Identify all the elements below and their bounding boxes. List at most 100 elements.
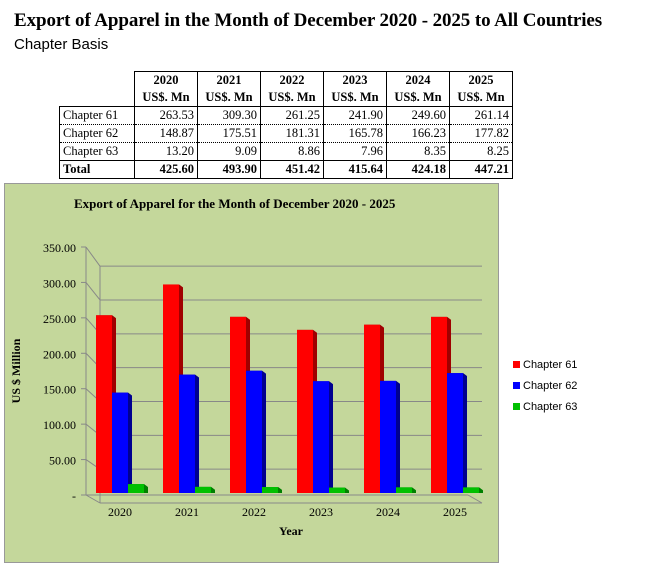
y-tick-label: 100.00 — [43, 418, 76, 432]
export-table: 2020 2021 2022 2023 2024 2025 US$. Mn US$. Mn U… — [59, 71, 513, 179]
gridline-depth — [85, 494, 101, 504]
legend-label: Chapter 63 — [523, 401, 577, 413]
y-tick-label: - — [72, 489, 76, 503]
bar-chapter-63 — [128, 484, 144, 493]
x-axis-label: Year — [279, 524, 304, 538]
gridline-depth — [85, 246, 101, 267]
bar-chapter-63 — [329, 487, 345, 493]
value-cell: 8.35 — [386, 142, 450, 161]
bar-chapter-63 — [262, 487, 278, 493]
bar-chapter-62 — [246, 370, 262, 493]
x-tick-label: 2025 — [443, 505, 467, 519]
x-tick-label: 2020 — [108, 505, 132, 519]
value-cell: 415.64 — [323, 160, 387, 179]
value-cell: 493.90 — [197, 160, 261, 179]
bar-chart: Export of Apparel for the Month of Decem… — [4, 183, 577, 563]
value-cell: 425.60 — [134, 160, 198, 179]
value-cell: 309.30 — [197, 106, 261, 125]
table-row: Chapter 61 263.53 309.30 261.25 241.90 249.60… — [59, 106, 513, 125]
legend-label: Chapter 62 — [523, 380, 577, 392]
bar-side — [195, 374, 199, 493]
corner-cell — [60, 72, 135, 90]
y-tick-label: 350.00 — [43, 241, 76, 255]
table-row: Chapter 62 148.87 175.51 181.31 165.78 166.23… — [59, 124, 513, 143]
table-row: Chapter 63 13.20 9.09 8.86 7.96 8.35 8.25 — [59, 142, 513, 161]
year-header: 2025 — [449, 71, 513, 89]
bar-chapter-63 — [195, 486, 211, 493]
year-header: 2023 — [323, 71, 387, 89]
bar-side — [396, 380, 400, 493]
bar-chapter-61 — [431, 316, 447, 493]
bar-chapter-61 — [297, 329, 313, 493]
value-cell: 9.09 — [197, 142, 261, 161]
value-cell: 177.82 — [449, 124, 513, 143]
bar-chapter-62 — [380, 380, 396, 493]
unit-header: US$. Mn — [323, 89, 387, 107]
unit-header: US$. Mn — [260, 89, 324, 107]
y-tick-label: 200.00 — [43, 347, 76, 361]
value-cell: 148.87 — [134, 124, 198, 143]
legend-swatch — [513, 403, 520, 410]
bar-chapter-62 — [112, 392, 128, 493]
value-cell: 249.60 — [386, 106, 450, 125]
x-axis-depth — [467, 494, 483, 504]
y-tick-label: 250.00 — [43, 312, 76, 326]
value-cell: 7.96 — [323, 142, 387, 161]
year-header: 2021 — [197, 71, 261, 89]
document-subtitle: Chapter Basis — [14, 36, 109, 53]
value-cell: 181.31 — [260, 124, 324, 143]
y-tick-label: 300.00 — [43, 276, 76, 290]
unit-header: US$. Mn — [449, 89, 513, 107]
bar-chapter-62 — [447, 373, 463, 493]
value-cell: 13.20 — [134, 142, 198, 161]
year-header: 2022 — [260, 71, 324, 89]
table-row: Total 425.60 493.90 451.42 415.64 424.18 447.2… — [59, 160, 513, 179]
row-label: Chapter 62 — [59, 124, 135, 143]
unit-header: US$. Mn — [197, 89, 261, 107]
row-label: Total — [59, 160, 135, 179]
row-label: Chapter 61 — [59, 106, 135, 125]
bar-chapter-62 — [179, 374, 195, 493]
chart-title: Export of Apparel for the Month of Decem… — [74, 196, 396, 211]
x-tick-label: 2021 — [175, 505, 199, 519]
x-tick-label: 2023 — [309, 505, 333, 519]
y-tick-label: 150.00 — [43, 383, 76, 397]
value-cell: 451.42 — [260, 160, 324, 179]
bar-side — [128, 392, 132, 493]
value-cell: 8.25 — [449, 142, 513, 161]
value-cell: 263.53 — [134, 106, 198, 125]
bar-chapter-61 — [96, 315, 112, 493]
x-tick-label: 2024 — [376, 505, 400, 519]
corner-cell — [60, 89, 135, 107]
value-cell: 261.14 — [449, 106, 513, 125]
year-header: 2020 — [134, 71, 198, 89]
y-axis-label: US $ Million — [9, 338, 23, 403]
gridline-depth — [85, 282, 101, 301]
value-cell: 165.78 — [323, 124, 387, 143]
bar-side — [463, 373, 467, 493]
value-cell: 447.21 — [449, 160, 513, 179]
bar-chapter-61 — [364, 324, 380, 493]
bar-chapter-61 — [230, 316, 246, 493]
value-cell: 261.25 — [260, 106, 324, 125]
legend-swatch — [513, 382, 520, 389]
bar-side — [262, 370, 266, 493]
bar-chapter-63 — [463, 487, 479, 493]
x-tick-label: 2022 — [242, 505, 266, 519]
bar-chapter-61 — [163, 284, 179, 493]
legend-swatch — [513, 361, 520, 368]
unit-header: US$. Mn — [386, 89, 450, 107]
bar-side — [329, 381, 333, 493]
value-cell: 175.51 — [197, 124, 261, 143]
value-cell: 8.86 — [260, 142, 324, 161]
document-title: Export of Apparel in the Month of Decemb… — [14, 10, 603, 31]
value-cell: 424.18 — [386, 160, 450, 179]
year-header: 2024 — [386, 71, 450, 89]
legend-label: Chapter 61 — [523, 359, 577, 371]
bar-chapter-63 — [396, 487, 412, 493]
unit-header: US$. Mn — [134, 89, 198, 107]
y-tick-label: 50.00 — [49, 454, 76, 468]
value-cell: 241.90 — [323, 106, 387, 125]
row-label: Chapter 63 — [59, 142, 135, 161]
bar-chapter-62 — [313, 381, 329, 493]
